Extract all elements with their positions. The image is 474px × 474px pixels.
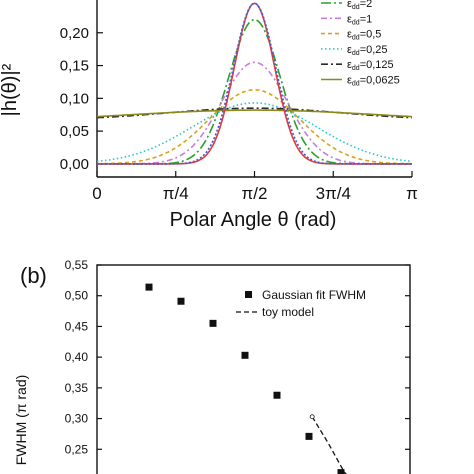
panel-a-x-tick-label: π (406, 184, 418, 203)
panel-b-y-tick-label: 0,45 (65, 319, 89, 333)
panel-b-y-tick-label: 0,30 (65, 412, 89, 426)
panel-a-y-tick-label: 0,05 (60, 123, 89, 140)
panel-a-x-tick-label: π/4 (163, 184, 189, 203)
panel-b-y-tick-label: 0,25 (65, 442, 89, 456)
panel-a-x-ticks: 0 π/4 π/2 3π/4 π (92, 171, 418, 203)
legend-label: εdd=0,0625 (347, 75, 400, 88)
panel-b-y-ticks: 0,200,250,300,350,400,450,500,55 (65, 258, 410, 474)
panel-a-legend: εdd=2 εdd=1 εdd=0,5 εdd=0,25 εdd=0,125 εdd=0,… (318, 0, 413, 94)
panel-a-curves (96, 2, 413, 165)
toy-model-marker (309, 414, 315, 420)
series-curve (96, 109, 413, 118)
data-point (337, 469, 345, 474)
data-point (177, 297, 185, 305)
panel-a: 0,00 0,05 0,10 0,15 0,20 0 π/4 π/2 3π/4 π |h(θ)|… (0, 0, 418, 231)
panel-a-y-tick-label: 0,10 (60, 90, 89, 107)
legend-label: εdd=1 (347, 13, 372, 26)
data-point (145, 283, 153, 291)
panel-b: (b) 0,200,250,300,350,400,450,500,55 FWH… (13, 258, 411, 474)
panel-b-y-tick-label: 0,55 (65, 258, 89, 272)
panel-a-y-ticks: 0,00 0,05 0,10 0,15 0,20 (60, 25, 103, 173)
panel-b-frame (96, 264, 411, 474)
panel-a-y-tick-label: 0,00 (60, 156, 89, 173)
legend-label-gaussian: Gaussian fit FWHM (262, 288, 366, 302)
panel-b-legend: Gaussian fit FWHM toy model (236, 288, 366, 319)
panel-a-x-label: Polar Angle θ (rad) (170, 209, 337, 231)
data-point (209, 319, 217, 327)
panel-b-label: (b) (20, 263, 47, 288)
panel-a-y-tick-label: 0,20 (60, 25, 89, 42)
panel-b-y-tick-label: 0,35 (65, 381, 89, 395)
panel-a-y-tick-label: 0,15 (60, 58, 89, 75)
legend-label: εdd=2 (347, 0, 372, 11)
legend-label: εdd=0,125 (347, 59, 394, 72)
panel-b-y-label: FWHM (π rad) (13, 375, 29, 466)
panel-b-y-tick-label: 0,40 (65, 350, 89, 364)
toy-model-line (311, 416, 347, 474)
legend-label: εdd=0,25 (347, 44, 388, 57)
data-point (305, 432, 313, 440)
panel-a-x-tick-label: 0 (92, 184, 101, 203)
data-point (241, 351, 249, 359)
data-point (273, 391, 281, 399)
legend-square-marker (245, 291, 252, 298)
panel-a-x-tick-label: π/2 (242, 184, 268, 203)
panel-b-points (145, 283, 345, 474)
legend-label: εdd=0,5 (347, 29, 381, 42)
panel-a-y-label: |h(θ)|² (0, 63, 21, 116)
panel-a-x-tick-label: 3π/4 (316, 184, 351, 203)
series-curve (97, 88, 412, 165)
series-curve (96, 102, 413, 163)
legend-label-toy: toy model (262, 305, 314, 319)
panel-b-y-tick-label: 0,50 (65, 289, 89, 303)
legend-background (318, 0, 413, 94)
series-curve (97, 2, 412, 165)
